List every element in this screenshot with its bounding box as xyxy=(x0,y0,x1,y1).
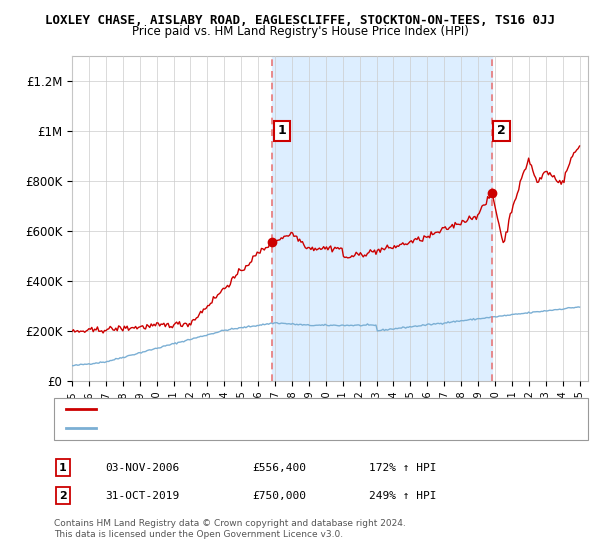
Bar xyxy=(272,56,492,381)
Text: 172% ↑ HPI: 172% ↑ HPI xyxy=(369,463,437,473)
Text: 1: 1 xyxy=(59,463,67,473)
Text: LOXLEY CHASE, AISLABY ROAD, EAGLESCLIFFE, STOCKTON-ON-TEES, TS16 0JJ: LOXLEY CHASE, AISLABY ROAD, EAGLESCLIFFE… xyxy=(45,14,555,27)
Text: £750,000: £750,000 xyxy=(252,491,306,501)
Text: 249% ↑ HPI: 249% ↑ HPI xyxy=(369,491,437,501)
Text: 2: 2 xyxy=(59,491,67,501)
Text: LOXLEY CHASE, AISLABY ROAD, EAGLESCLIFFE, STOCKTON-ON-TEES, TS16 0JJ (detached: LOXLEY CHASE, AISLABY ROAD, EAGLESCLIFFE… xyxy=(102,404,560,414)
Text: Price paid vs. HM Land Registry's House Price Index (HPI): Price paid vs. HM Land Registry's House … xyxy=(131,25,469,38)
Text: 03-NOV-2006: 03-NOV-2006 xyxy=(105,463,179,473)
Text: £556,400: £556,400 xyxy=(252,463,306,473)
Text: 31-OCT-2019: 31-OCT-2019 xyxy=(105,491,179,501)
Text: HPI: Average price, detached house, Stockton-on-Tees: HPI: Average price, detached house, Stoc… xyxy=(102,423,383,433)
Text: 1: 1 xyxy=(277,124,286,137)
Text: This data is licensed under the Open Government Licence v3.0.: This data is licensed under the Open Gov… xyxy=(54,530,343,539)
Text: 2: 2 xyxy=(497,124,506,137)
Text: Contains HM Land Registry data © Crown copyright and database right 2024.: Contains HM Land Registry data © Crown c… xyxy=(54,519,406,528)
